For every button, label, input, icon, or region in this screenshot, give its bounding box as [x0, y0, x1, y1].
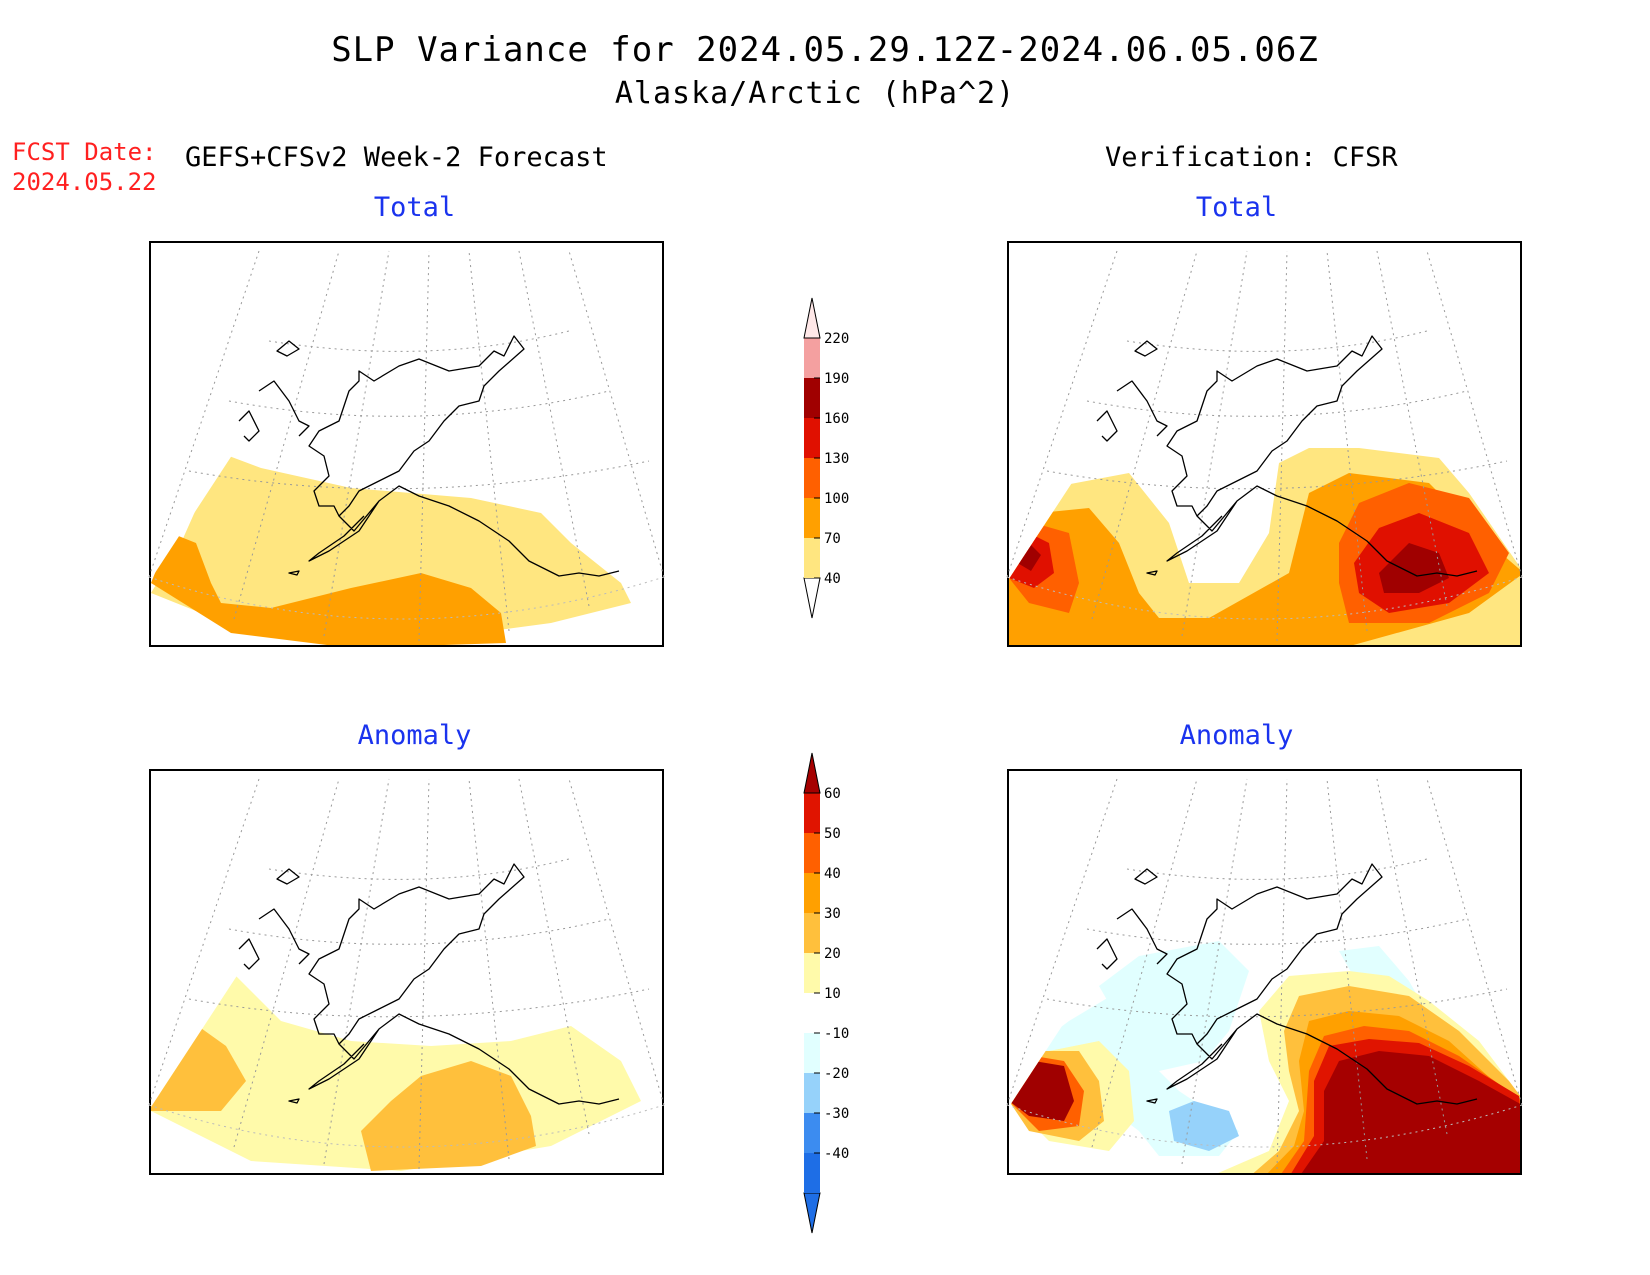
colorbar-total-low-extend	[803, 577, 821, 619]
colorbar-total-tick-label: 160	[824, 411, 849, 427]
fcst-date-value: 2024.05.22	[12, 168, 157, 196]
colorbar-anomaly-tick-label: -20	[824, 1066, 849, 1082]
colorbar-anomaly-tick-label: -40	[824, 1146, 849, 1162]
map-graticule-coast	[148, 250, 665, 642]
colorbar-total-segment	[804, 418, 820, 458]
forecast-header: GEFS+CFSv2 Week-2 Forecast	[185, 142, 608, 173]
contour-40-70	[151, 453, 631, 643]
colorbar-anomaly: -40 -30 -20 -10 10 20 30 40 50 60	[803, 752, 849, 1234]
verification-anomaly-title: Anomaly	[1179, 720, 1294, 751]
colorbar-anomaly-tick-label: 10	[824, 986, 841, 1002]
colorbar-total: 40 70 100 130 160 190 220	[803, 297, 849, 619]
colorbar-anomaly-segment	[804, 1113, 820, 1153]
colorbar-total-segment	[804, 498, 820, 538]
colorbar-anomaly-tick-label: 60	[824, 786, 841, 802]
fcst-date-label: FCST Date:	[12, 138, 157, 166]
colorbar-anomaly-segment	[804, 833, 820, 873]
subtitle: Alaska/Arctic (hPa^2)	[614, 76, 1016, 111]
colorbar-anomaly-segment	[804, 1033, 820, 1073]
colorbar-total-segment	[804, 458, 820, 498]
forecast-anomaly-map	[149, 769, 664, 1175]
colorbar-total-segment	[804, 338, 820, 378]
map-graticule-coast	[1006, 250, 1523, 642]
colorbar-anomaly-tick-label: -10	[824, 1026, 849, 1042]
forecast-anomaly-title: Anomaly	[357, 720, 472, 751]
colorbar-anomaly-segment	[804, 793, 820, 833]
colorbar-anomaly-segment	[804, 953, 820, 993]
colorbar-total-segment	[804, 378, 820, 418]
verification-total-map	[1007, 241, 1522, 647]
colorbar-total-tick-label: 220	[824, 331, 849, 347]
colorbar-anomaly-segment	[804, 913, 820, 953]
colorbar-total-tick-label: 130	[824, 451, 849, 467]
colorbar-anomaly-tick-label: -30	[824, 1106, 849, 1122]
colorbar-total-segment	[804, 538, 820, 578]
colorbar-total-high-extend	[803, 297, 821, 339]
forecast-total-title: Total	[373, 192, 456, 223]
colorbar-total-tick-label: 70	[824, 531, 841, 547]
main-title: SLP Variance for 2024.05.29.12Z-2024.06.…	[331, 30, 1319, 70]
map-graticule-coast	[148, 778, 665, 1170]
colorbar-anomaly-segment	[804, 1073, 820, 1113]
forecast-total-map	[149, 241, 664, 647]
map-graticule-coast	[1006, 778, 1523, 1170]
colorbar-anomaly-tick-label: 50	[824, 826, 841, 842]
colorbar-anomaly-tick-label: 40	[824, 866, 841, 882]
contour-70-100	[151, 533, 506, 645]
colorbar-anomaly-segment	[804, 1153, 820, 1193]
colorbar-anomaly-tick-label: 30	[824, 906, 841, 922]
colorbar-total-tick-label: 40	[824, 571, 841, 587]
colorbar-total-tick-label: 190	[824, 371, 849, 387]
colorbar-anomaly-tick-label: 20	[824, 946, 841, 962]
colorbar-anomaly-segment	[804, 993, 820, 1033]
verification-total-title: Total	[1195, 192, 1278, 223]
verification-header: Verification: CFSR	[1105, 142, 1398, 173]
colorbar-total-tick-label: 100	[824, 491, 849, 507]
colorbar-anomaly-segment	[804, 873, 820, 913]
colorbar-anomaly-low-extend	[803, 1192, 821, 1234]
colorbar-anomaly-high-extend	[803, 752, 821, 794]
verification-anomaly-map	[1007, 769, 1522, 1175]
